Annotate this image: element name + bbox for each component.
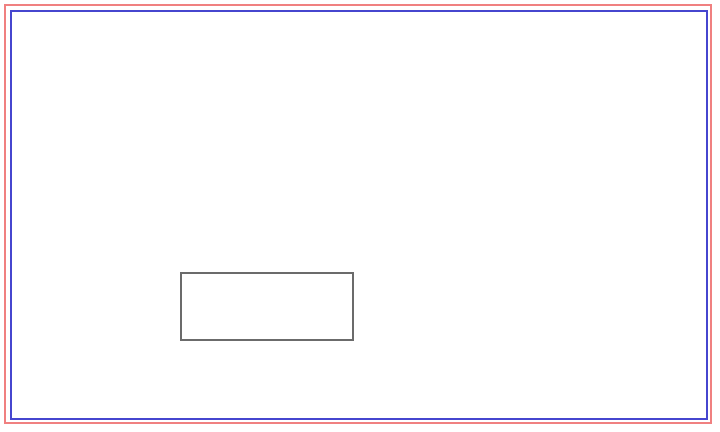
inner-blue-border xyxy=(10,10,708,420)
outer-red-border xyxy=(4,4,712,424)
legend-box xyxy=(180,272,354,341)
